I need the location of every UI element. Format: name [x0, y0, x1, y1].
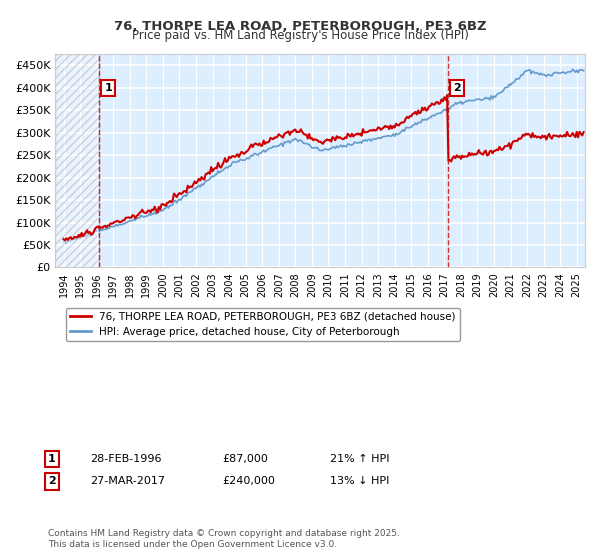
Text: 13% ↓ HPI: 13% ↓ HPI — [330, 477, 389, 487]
Bar — [55, 54, 100, 268]
Text: Contains HM Land Registry data © Crown copyright and database right 2025.
This d: Contains HM Land Registry data © Crown c… — [48, 529, 400, 549]
Text: 76, THORPE LEA ROAD, PETERBOROUGH, PE3 6BZ: 76, THORPE LEA ROAD, PETERBOROUGH, PE3 6… — [113, 20, 487, 32]
Legend: 76, THORPE LEA ROAD, PETERBOROUGH, PE3 6BZ (detached house), HPI: Average price,: 76, THORPE LEA ROAD, PETERBOROUGH, PE3 6… — [66, 307, 460, 341]
Text: 1: 1 — [104, 83, 112, 93]
Text: 21% ↑ HPI: 21% ↑ HPI — [330, 454, 389, 464]
Text: 2: 2 — [453, 83, 461, 93]
Text: 28-FEB-1996: 28-FEB-1996 — [90, 454, 161, 464]
Text: 1: 1 — [48, 454, 56, 464]
Text: 2: 2 — [48, 477, 56, 487]
Text: £87,000: £87,000 — [222, 454, 268, 464]
Text: Price paid vs. HM Land Registry's House Price Index (HPI): Price paid vs. HM Land Registry's House … — [131, 29, 469, 42]
Text: £240,000: £240,000 — [222, 477, 275, 487]
Text: 27-MAR-2017: 27-MAR-2017 — [90, 477, 165, 487]
